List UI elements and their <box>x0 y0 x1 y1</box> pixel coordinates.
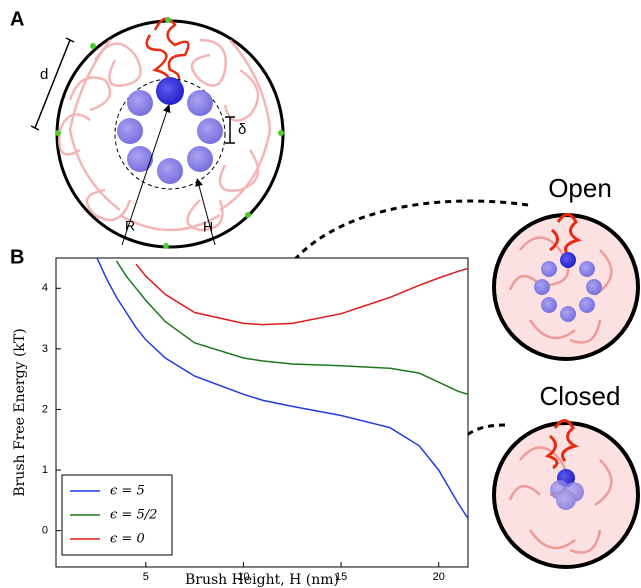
series-line <box>96 258 468 519</box>
inset-closed: Closed <box>492 381 640 569</box>
x-tick-label: 10 <box>237 571 249 583</box>
inset-label: Closed <box>540 381 621 411</box>
series-line <box>115 260 468 396</box>
inset-label: Open <box>548 173 612 203</box>
legend-box <box>61 474 173 556</box>
panel-label: A <box>10 8 24 30</box>
plot: 5 10 15 20 0 1 2 3 4 Brush Height, H (nm) Brush Fr… <box>12 257 469 588</box>
y-tick-label: 4 <box>42 282 48 294</box>
symbol-label: d <box>40 66 48 83</box>
schematic-a: A d δ R H <box>10 8 285 249</box>
y-tick-label: 1 <box>42 464 48 476</box>
legend-label: ϵ = 5/2 <box>110 508 157 523</box>
legend-label: ϵ = 5 <box>110 484 145 499</box>
y-tick-label: 3 <box>42 343 48 355</box>
legend-label: ϵ = 0 <box>110 532 145 547</box>
panel-label: B <box>10 246 24 268</box>
x-axis-label: Brush Height, H (nm) <box>185 572 339 588</box>
symbol-label: δ <box>238 121 246 138</box>
y-axis-label: Brush Free Energy (kT) <box>12 328 28 496</box>
symbol-label: H <box>203 219 213 235</box>
x-tick-label: 5 <box>143 571 149 583</box>
inset-open: Open <box>492 173 640 361</box>
symbol-label: R <box>125 218 135 234</box>
y-tick-label: 0 <box>42 525 48 537</box>
y-tick-label: 2 <box>42 403 48 415</box>
x-tick-label: 20 <box>433 571 445 583</box>
x-tick-label: 15 <box>335 571 347 583</box>
series-line <box>135 263 468 326</box>
